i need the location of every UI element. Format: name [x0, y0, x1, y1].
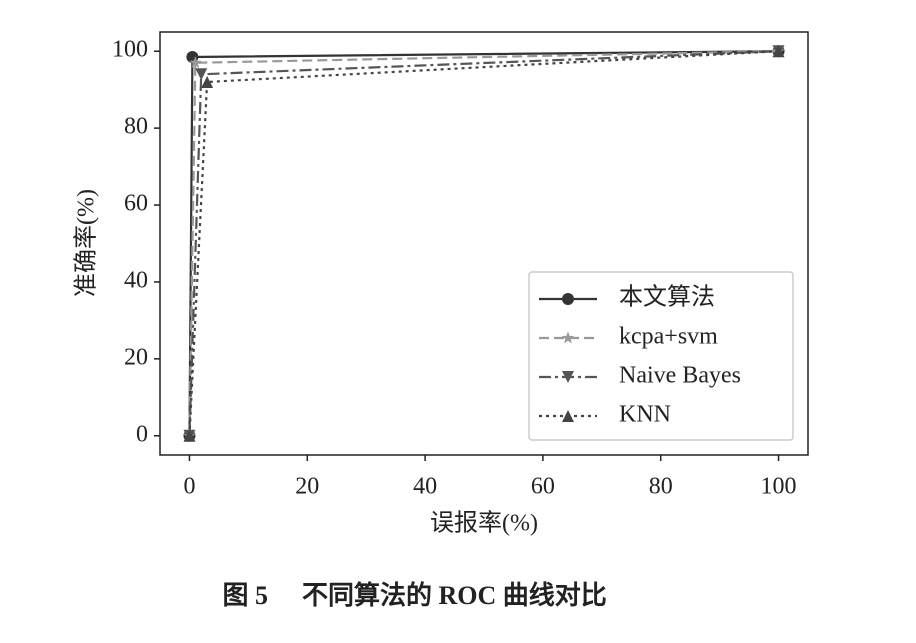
legend-label: 本文算法: [619, 284, 715, 311]
x-tick-label: 20: [295, 474, 319, 500]
x-tick-label: 0: [183, 474, 195, 500]
y-tick-label: 20: [124, 344, 148, 370]
plot-frame: [159, 31, 809, 456]
marker: [562, 410, 574, 422]
legend-box: [528, 271, 794, 441]
series-line: [188, 50, 779, 436]
y-axis-label: 准确率(%): [73, 189, 100, 297]
y-tick-label: 60: [124, 191, 148, 217]
x-tick-label: 60: [531, 474, 555, 500]
series-line: [188, 50, 779, 436]
marker: [201, 75, 214, 88]
marker: [195, 68, 208, 81]
marker: [562, 371, 574, 383]
legend-label: kcpa+svm: [619, 324, 718, 350]
legend-label: KNN: [619, 402, 671, 428]
marker: [183, 429, 196, 442]
x-tick-label: 40: [413, 474, 437, 500]
marker: [561, 331, 575, 344]
y-tick-label: 100: [112, 37, 148, 63]
x-axis-label: 误报率(%): [430, 510, 538, 537]
marker: [189, 56, 202, 69]
x-tick-label: 100: [761, 474, 797, 500]
x-tick-label: 80: [649, 474, 673, 500]
y-tick-label: 80: [124, 114, 148, 140]
y-tick-label: 0: [136, 421, 148, 447]
y-tick-label: 40: [124, 267, 148, 293]
figure-caption: 不同算法的 ROC 曲线对比: [302, 580, 607, 610]
figure-label: 图 5: [222, 581, 268, 610]
marker: [772, 45, 785, 58]
legend-label: Naive Bayes: [619, 363, 741, 389]
marker: [562, 293, 574, 305]
